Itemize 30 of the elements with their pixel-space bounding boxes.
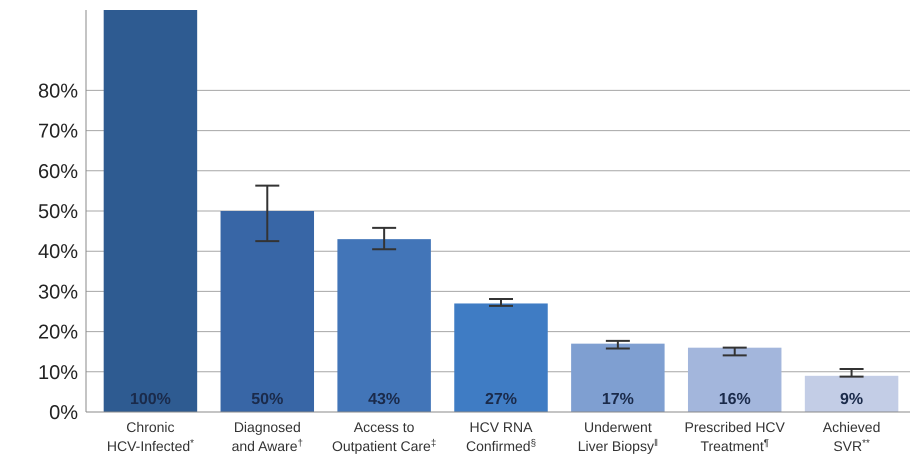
bar	[104, 10, 198, 412]
x-tick-label: Achieved SVR$^{**}$	[822, 419, 880, 454]
x-tick-label: Chronic HCV-Infected$^{*}$	[106, 419, 194, 454]
y-tick-label: 60%	[38, 160, 78, 183]
data-label: 43%	[368, 391, 400, 408]
x-tick-label: Diagnosed and Aware$^{†}$	[232, 419, 303, 454]
bar	[337, 239, 431, 412]
y-tick-label: 20%	[38, 322, 78, 344]
y-tick-label: 50%	[38, 201, 78, 223]
bar	[571, 344, 665, 412]
data-label: 50%	[251, 391, 284, 408]
x-tick-label: HCV RNA Confirmed$^{§}$	[466, 419, 536, 454]
x-tick-label: Underwent Liver Biopsy$^{‖}$	[578, 419, 658, 454]
bar	[220, 211, 314, 412]
y-tick-label: 40%	[38, 241, 78, 264]
y-tick-label: 70%	[38, 120, 78, 143]
y-tick-label: 80%	[38, 80, 78, 102]
y-tick-label: 0%	[49, 402, 78, 424]
data-label: 100%	[130, 391, 171, 408]
y-tick-label: 10%	[38, 362, 78, 384]
data-label: 27%	[484, 391, 518, 408]
data-label: 16%	[718, 391, 751, 408]
y-tick-label: 30%	[38, 281, 78, 304]
x-tick-label: Access to Outpatient Care$^{‡}$	[332, 419, 436, 454]
bar	[688, 348, 782, 412]
data-label: 9%	[840, 391, 864, 408]
bar	[804, 376, 898, 412]
data-label: 17%	[602, 391, 634, 408]
bar	[454, 303, 548, 412]
x-tick-label: Prescribed HCV Treatment$^{¶}$	[684, 419, 786, 454]
